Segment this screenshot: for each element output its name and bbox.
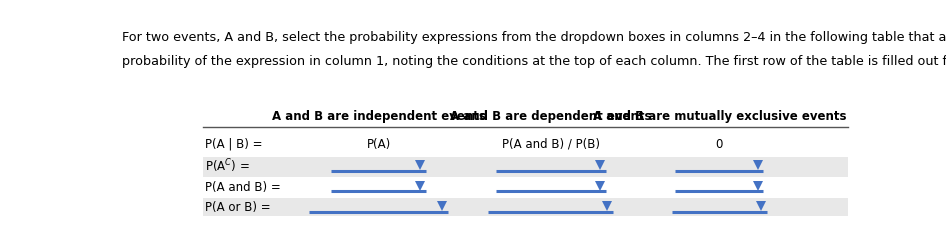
Text: 0: 0 <box>716 138 723 151</box>
Text: P(A$^C$) =: P(A$^C$) = <box>204 158 250 175</box>
Text: For two events, A and B, select the probability expressions from the dropdown bo: For two events, A and B, select the prob… <box>122 31 946 44</box>
Text: P(A): P(A) <box>366 138 391 151</box>
Bar <box>202 198 848 218</box>
Bar <box>202 134 848 154</box>
Text: A and B are independent events: A and B are independent events <box>272 110 485 123</box>
Text: A and B are mutually exclusive events: A and B are mutually exclusive events <box>593 110 846 123</box>
Text: probability of the expression in column 1, noting the conditions at the top of e: probability of the expression in column … <box>122 55 946 68</box>
Text: P(A or B) =: P(A or B) = <box>204 201 271 214</box>
Bar <box>202 177 848 197</box>
Text: P(A and B) / P(B): P(A and B) / P(B) <box>501 138 600 151</box>
Text: P(A | B) =: P(A | B) = <box>204 138 262 151</box>
Bar <box>202 157 848 176</box>
Text: P(A and B) =: P(A and B) = <box>204 181 281 194</box>
Text: A and B are dependent events: A and B are dependent events <box>450 110 652 123</box>
